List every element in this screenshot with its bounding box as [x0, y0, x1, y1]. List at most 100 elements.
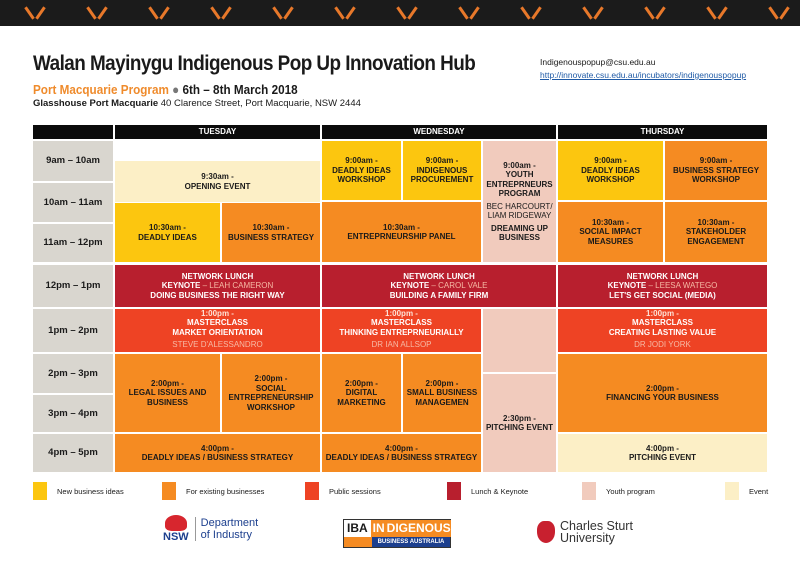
iba-logo: IBA IN DIGENOUS BUSINESS AUSTRALIA	[343, 519, 451, 548]
time-slot: 11am – 12pm	[33, 224, 113, 262]
venue-address: Glasshouse Port Macquarie 40 Clarence St…	[33, 98, 361, 109]
program-dates: 6th – 8th March 2018	[182, 82, 298, 97]
time-slot: 3pm – 4pm	[33, 395, 113, 432]
session-tue-social: 2:00pm - SOCIAL ENTREPRENEURSHIP WORKSHOP	[222, 354, 320, 432]
session-title: DEADLY IDEAS / BUSINESS STRATEGY	[141, 453, 294, 462]
speaker-name: DR IAN ALLSOP	[371, 340, 432, 349]
header-blank	[33, 125, 113, 139]
legend-label: For existing businesses	[186, 486, 265, 496]
nsw-logo: NSW Department of Industry	[163, 515, 258, 543]
session-thu-pitch: 4:00pm - PITCHING EVENT	[558, 434, 767, 472]
session-time: 10:30am -	[592, 217, 629, 227]
session-heading: MASTERCLASS	[632, 318, 693, 327]
session-wed-panel: 10:30am - ENTREPRNEURSHIP PANEL	[322, 202, 481, 262]
session-tue-deadly: 10:30am - DEADLY IDEAS	[115, 203, 220, 262]
pattern-motif	[456, 6, 482, 26]
session-thu-finance: 2:00pm - FINANCING YOUR BUSINESS	[558, 354, 767, 432]
session-time: 2:00pm -	[646, 383, 679, 393]
session-time: 1:00pm -	[385, 308, 418, 318]
pattern-motif	[22, 6, 48, 26]
session-title: CREATING LASTING VALUE	[608, 327, 717, 337]
session-time: 2:00pm -	[345, 378, 378, 388]
session-time: 10:30am -	[149, 223, 186, 232]
session-time: 1:00pm -	[646, 308, 679, 318]
pattern-motif	[146, 6, 172, 26]
session-time: 2:00pm -	[425, 378, 459, 388]
session-heading: NETWORK LUNCH	[626, 271, 699, 281]
pattern-motif	[208, 6, 234, 26]
program-subtitle: Port Macquarie Program ● 6th – 8th March…	[33, 82, 298, 97]
session-wed-master: 1:00pm - MASTERCLASS THINKING ENTREPRNEURI…	[322, 309, 481, 352]
legend-label: Public sessions	[329, 486, 381, 496]
session-title: SMALL BUSINESS MANAGEMEN	[406, 388, 478, 407]
time-slot: 12pm – 1pm	[33, 265, 113, 307]
session-title: DEADLY IDEAS WORKSHOP	[581, 165, 640, 185]
time-slot: 9am – 10am	[33, 141, 113, 181]
session-thu-deadly: 9:00am - DEADLY IDEAS WORKSHOP	[558, 141, 663, 200]
speaker-name: DR JODI YORK	[634, 340, 691, 349]
speaker-name: STEVE D'ALESSANDRO	[172, 340, 263, 349]
csu-logo: Charles Sturt University	[537, 520, 633, 544]
legend-item: Event	[725, 482, 768, 500]
speaker-name: – LEAH CAMERON	[200, 281, 274, 291]
time-slot: 2pm – 3pm	[33, 354, 113, 393]
session-time: 9:00am -	[345, 156, 378, 166]
session-wed-4pm: 4:00pm - DEADLY IDEAS / BUSINESS STRATEGY	[322, 434, 481, 472]
session-time: 1:00pm -	[201, 308, 234, 318]
csu-text: University	[560, 531, 615, 545]
day-label: TUESDAY	[198, 127, 237, 137]
legend-item: For existing businesses	[162, 482, 264, 500]
website-link[interactable]: http://innovate.csu.edu.au/incubators/in…	[540, 70, 747, 80]
day-header: THURSDAY	[558, 125, 767, 139]
time-slot: 10am – 11am	[33, 183, 113, 222]
session-time: 9:00am -	[425, 156, 459, 166]
legend-item: Lunch & Keynote	[447, 482, 528, 500]
speaker-name: BEC HARCOURT/ LIAM RIDGEWAY	[486, 201, 553, 221]
session-title: SOCIAL ENTREPRENEURSHIP WORKSHOP	[228, 383, 314, 412]
pattern-motif	[518, 6, 544, 26]
time-label: 3pm – 4pm	[48, 407, 98, 419]
iba-text: IBA	[344, 520, 371, 537]
session-time: 4:00pm -	[385, 443, 418, 453]
session-title: DEADLY IDEAS / BUSINESS STRATEGY	[325, 453, 478, 462]
program-name: Port Macquarie Program	[33, 82, 169, 97]
time-label: 11am – 12pm	[43, 237, 103, 249]
session-time: 9:30am -	[201, 172, 234, 181]
session-time: 4:00pm -	[201, 443, 234, 453]
legend-swatch	[33, 482, 47, 500]
session-title: DOING BUSINESS THE RIGHT WAY	[150, 290, 285, 300]
session-heading: MASTERCLASS	[371, 318, 432, 327]
session-tue-master: 1:00pm - MASTERCLASS MARKET ORIENTATION STE…	[115, 309, 320, 352]
session-heading: MASTERCLASS	[187, 318, 248, 327]
legend-label: Event	[749, 486, 769, 496]
legend-label: Youth program	[606, 486, 655, 496]
session-title: OPENING EVENT	[184, 181, 251, 191]
session-thu-stake: 10:30am - STAKEHOLDER ENGAGEMENT	[665, 202, 767, 262]
time-label: 10am – 11am	[43, 196, 103, 208]
venue-name: Glasshouse Port Macquarie	[33, 98, 159, 109]
iba-text: BUSINESS AUSTRALIA	[372, 537, 450, 547]
time-label: 4pm – 5pm	[48, 447, 98, 459]
iba-text: IN	[370, 520, 387, 537]
time-slot: 1pm – 2pm	[33, 309, 113, 352]
session-thu-impact: 10:30am - SOCIAL IMPACT MEASURES	[558, 202, 663, 262]
nsw-text: of Industry	[200, 529, 253, 541]
session-title: LEGAL ISSUES AND BUSINESS	[128, 388, 207, 407]
session-wed-small: 2:00pm - SMALL BUSINESS MANAGEMEN	[403, 354, 481, 432]
legend-item: Youth program	[582, 482, 655, 500]
session-wed-digital: 2:00pm - DIGITAL MARKETING	[322, 354, 401, 432]
legend-swatch	[582, 482, 596, 500]
session-title: THINKING ENTREPRNEURIALLY	[339, 327, 464, 337]
speaker-name: – LEESA WATEGO	[646, 281, 718, 291]
youth-block	[483, 309, 556, 372]
pattern-motif	[84, 6, 110, 26]
pattern-motif	[270, 6, 296, 26]
legend-label: New business ideas	[57, 486, 124, 496]
session-title: SOCIAL IMPACT MEASURES	[579, 227, 642, 246]
session-time: 9:00am -	[699, 156, 733, 166]
session-title: PITCHING EVENT	[628, 453, 697, 462]
legend-swatch	[447, 482, 461, 500]
session-heading: NETWORK LUNCH	[181, 271, 254, 281]
session-title: FINANCING YOUR BUSINESS	[606, 393, 719, 402]
session-title: INDIGENOUS PROCUREMENT	[410, 165, 474, 185]
